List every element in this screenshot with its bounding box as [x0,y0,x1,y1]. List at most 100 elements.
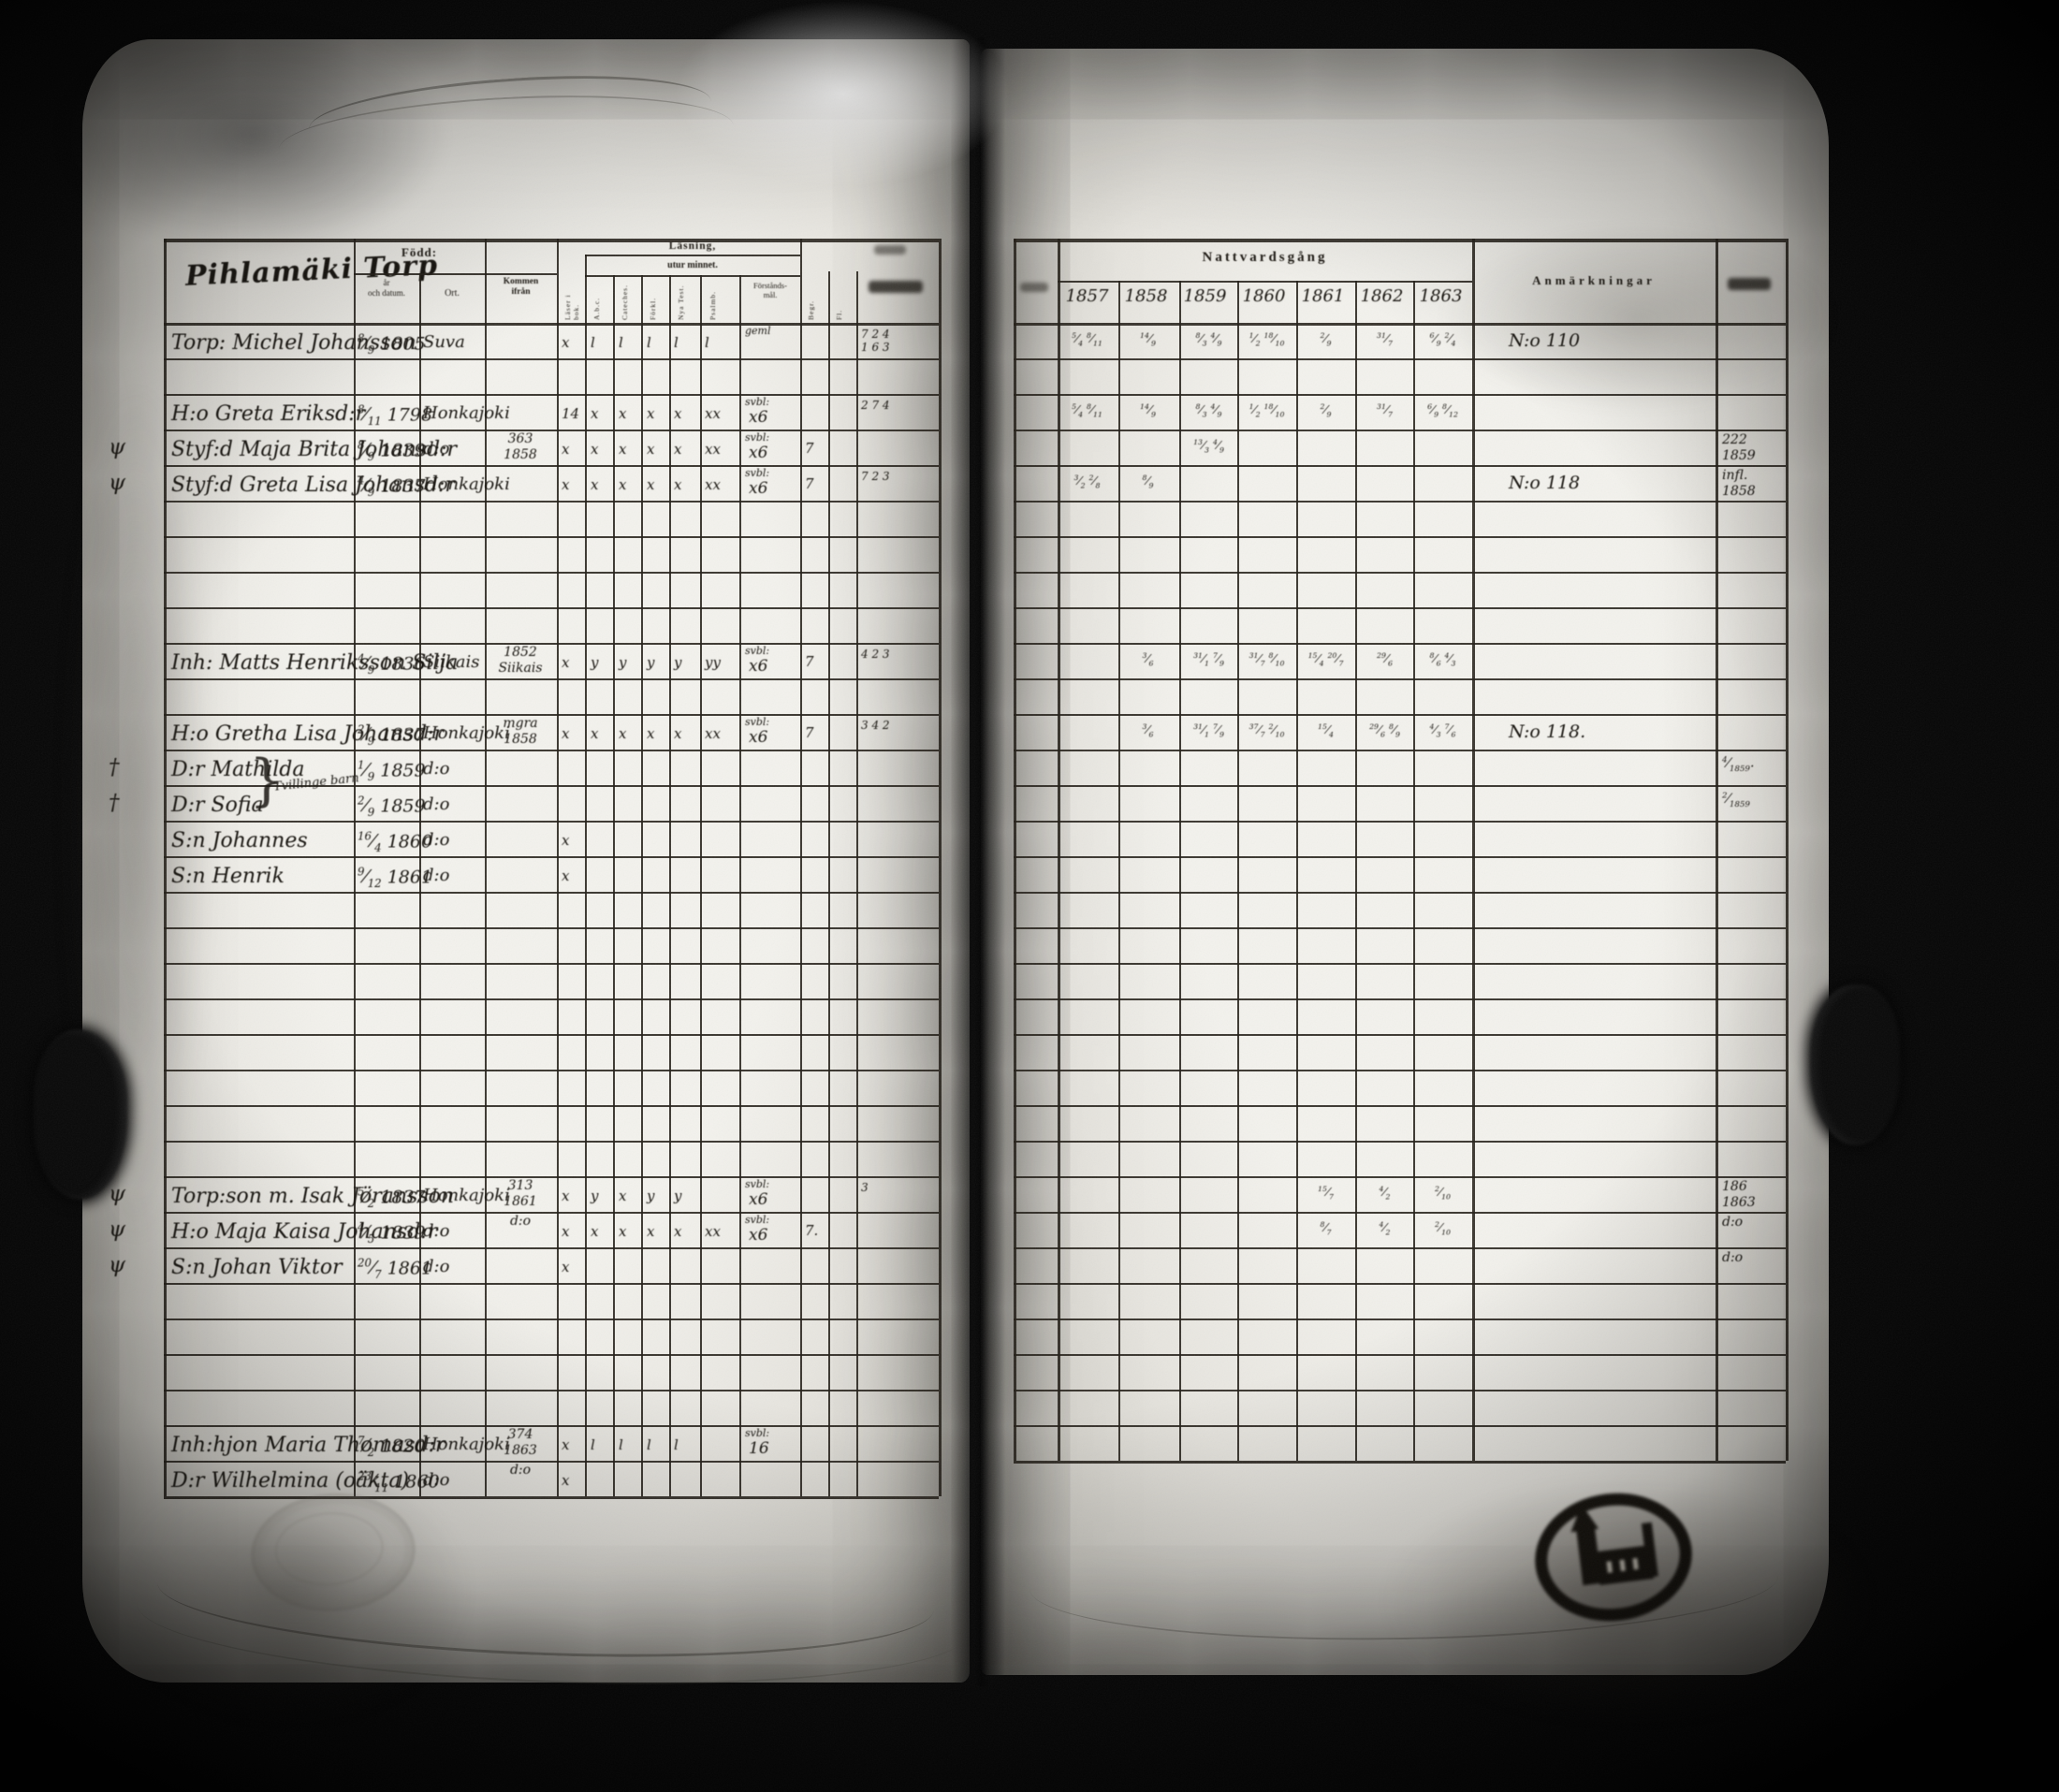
came-from-cell: 313 1861 [504,1178,537,1209]
reading-mark-cell: 14 [562,405,580,422]
grade-cell: 16 [749,1439,769,1458]
grade-superscript: svbl: [745,1427,770,1439]
grid-hline [164,239,939,242]
birth-place-cell: Suva [423,332,465,352]
birth-date-cell: 8⁄11 1798 [358,403,433,429]
reading-mark-cell: y [619,654,627,671]
grid-hline [164,856,939,858]
margin-symbol: ψ [109,435,126,459]
communion-date-cell: 15⁄7 [1318,1185,1334,1202]
grid-hline [1014,536,1786,538]
grid-hline [1014,1070,1786,1071]
grid-hline [164,1247,939,1249]
grid-hline [1014,785,1786,787]
margin-symbol: ψ [109,1182,126,1206]
column-header-reading-2: utur minnet. [667,260,718,270]
grade-superscript: svbl: [745,645,770,657]
grid-hline [164,927,939,929]
grid-hline [164,394,939,396]
birth-date-cell: 2⁄9 1859 [358,794,426,820]
grid-hline [164,998,939,1000]
page-ref-cell: infl. 1858 [1722,468,1756,499]
column-header-remarks: Anmärkningar [1532,273,1656,287]
grid-hline [1014,501,1786,503]
grid-hline [164,358,939,360]
communion-date-cell: 2⁄10 [1435,1220,1451,1237]
reading-mark-cell: y [591,654,599,671]
reading-mark-cell: x [562,441,570,458]
reading-mark-cell: l [591,334,595,351]
communion-date-cell: 4⁄3 7⁄6 [1429,722,1456,739]
communion-date-cell: 31⁄7 8⁄10 [1249,651,1285,668]
column-header-comprehension: Förstånds- mål. [753,281,787,299]
birth-date-cell: 9⁄12 1861 [358,866,433,891]
reading-mark-cell: l [619,1436,623,1453]
reading-mark-cell: xx [705,725,721,742]
birth-place-cell: d:o [423,1470,450,1490]
grid-vline [828,271,830,1496]
communion-date-cell: 31⁄7 [1377,331,1393,348]
communion-date-cell: 4⁄2 [1379,1185,1391,1202]
margin-symbol: † [109,791,120,815]
entry-name: S:n Johan Viktor [171,1256,343,1279]
tally-cell: 4 2 3 [861,648,890,661]
grid-hline [585,275,800,277]
grid-hline [1014,678,1786,680]
reading-mark-cell: x [562,476,570,493]
grid-vline [939,239,942,1496]
communion-date-cell: 31⁄1 7⁄9 [1193,722,1224,739]
reading-mark-cell: y [674,654,682,671]
grade-cell: x6 [749,1226,768,1245]
communion-date-cell: 2⁄9 [1320,402,1332,419]
reading-mark-cell: yy [705,654,721,671]
column-header-fl: Fl. [835,309,843,320]
communion-date-cell: 1⁄2 18⁄10 [1249,331,1285,348]
grid-vline [485,239,487,1496]
extra-mark-cell: 7. [805,1222,819,1239]
column-header-begr: Begr. [807,299,815,320]
birth-date-cell: 1⁄9 1859 [358,759,426,784]
margin-symbol: ψ [109,1253,126,1277]
remark-cell: N:o 118. [1509,721,1586,742]
grid-hline [1058,281,1472,283]
grid-vline [613,275,615,1496]
birth-date-cell: 16⁄4 1860 [358,830,433,855]
reading-mark-cell: x [647,725,655,742]
birth-date-cell: 4⁄5 1839 [358,1221,426,1246]
communion-date-cell: 37⁄7 2⁄10 [1249,722,1285,739]
reading-mark-cell: y [591,1187,599,1204]
reading-mark-cell: l [619,334,623,351]
grid-hline [164,1070,939,1071]
reading-mark-cell: x [562,1436,570,1453]
grid-hline [1014,394,1786,396]
grid-vline [1058,239,1060,1461]
grid-hline [1014,927,1786,929]
column-header-communion: Nattvardsgång [1202,250,1328,265]
page-ref-cell: 4⁄1859. [1722,755,1755,774]
grid-hline [164,1390,939,1391]
grade-cell: x6 [749,657,768,676]
grade-superscript: svbl: [745,1214,770,1226]
grid-hline [1014,1212,1786,1214]
margin-symbol: ψ [109,471,126,495]
illegible-header-smudge [1020,283,1048,292]
reading-mark-cell: x [619,1223,627,1240]
birth-date-cell: 4⁄9 1836 [358,652,426,677]
reading-mark-cell: x [674,476,682,493]
birth-place-cell: d:o [423,439,450,459]
reading-mark-cell: x [647,405,655,422]
grade-cell: x6 [749,408,768,427]
grid-vline [1014,239,1016,1461]
grid-vline [1716,239,1718,1461]
grid-hline [1014,430,1786,431]
reading-mark-cell: x [562,654,570,671]
entry-name: S:n Johannes [171,829,308,852]
birth-place-cell: d:o [423,866,450,885]
birth-place-cell: d:o [423,759,450,779]
grid-hline [164,963,939,965]
birth-date-cell: 7⁄2 1820 [358,1435,426,1460]
reading-mark-cell: l [591,1436,595,1453]
grade-cell: x6 [749,1190,768,1209]
grid-hline [1014,1176,1786,1178]
